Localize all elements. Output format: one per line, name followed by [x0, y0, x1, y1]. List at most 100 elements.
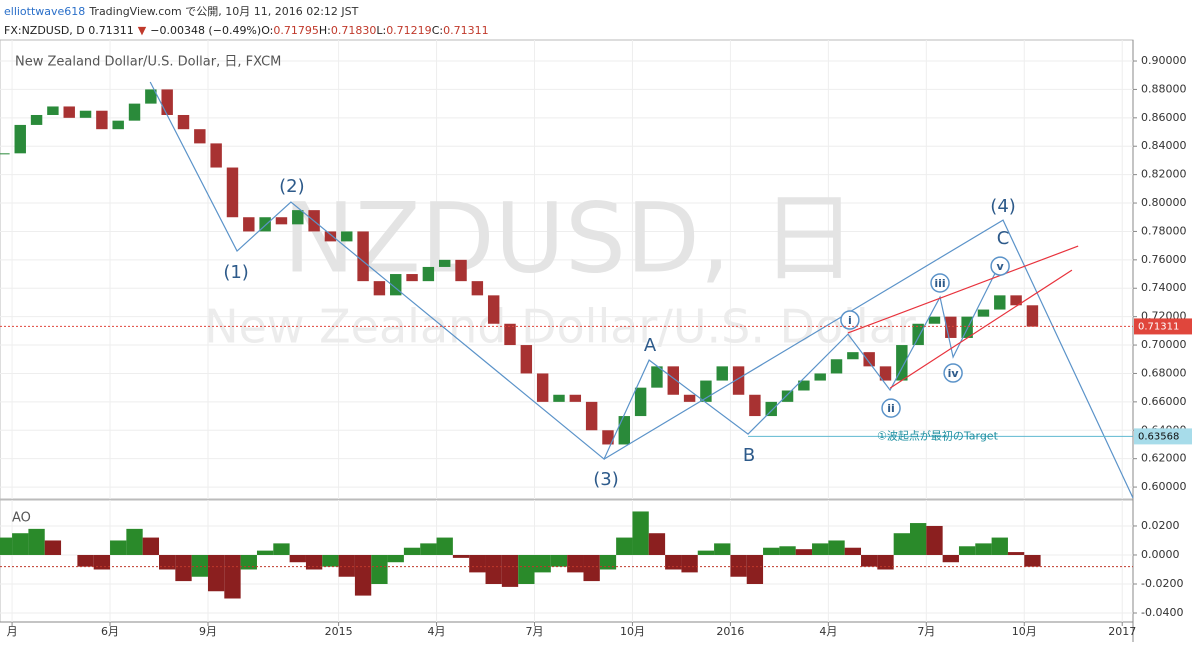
candle [145, 89, 157, 104]
ao-bar [354, 554, 372, 596]
y-tick-label: 0.60000 [1141, 480, 1187, 493]
x-tick-label: 2015 [325, 625, 353, 638]
candle [341, 231, 353, 242]
ao-bar [191, 554, 208, 577]
ao-bar [126, 528, 143, 555]
quote-part: O: [261, 24, 273, 37]
published: TradingView.com で公開, 10月 11, 2016 02:12 … [88, 5, 358, 18]
wave-label: ii [887, 402, 895, 415]
ao-bar [714, 543, 731, 555]
candle [667, 366, 679, 395]
ao-bar [142, 537, 160, 555]
candle [1010, 295, 1022, 306]
x-tick-label: 2017 [1108, 625, 1136, 638]
candle [863, 352, 875, 367]
candle [79, 110, 92, 118]
ao-bar [403, 547, 421, 555]
candle [210, 143, 222, 168]
candle [1026, 305, 1039, 327]
quote-line: FX:NZDUSD, D 0.71311 ▼ −0.00348 (−0.49%)O:… [4, 24, 489, 37]
ao-bar [697, 550, 715, 555]
candle [879, 366, 892, 381]
wave-circle [930, 273, 950, 293]
candle [14, 124, 26, 154]
candle [830, 359, 843, 374]
candle [373, 281, 386, 296]
candle [259, 217, 271, 232]
quote-part: 0.71795 [273, 24, 319, 37]
candle [798, 380, 810, 391]
quote-part: ▼ [138, 24, 147, 37]
x-tick-label: 7月 [526, 625, 544, 638]
candle [226, 167, 239, 218]
candle [161, 89, 173, 115]
ao-bar [909, 523, 927, 555]
candle [455, 259, 467, 282]
last-price: 0.71311 [1138, 321, 1179, 332]
ao-bar [501, 554, 519, 587]
ao-bar [207, 554, 225, 592]
candle [96, 110, 108, 130]
candle [243, 217, 255, 232]
wave-label: B [743, 445, 755, 466]
ao-bar [763, 547, 780, 555]
ao-bar [1024, 554, 1041, 567]
y-tick-label: 0.70000 [1141, 338, 1187, 351]
header-line: elliottwave618 TradingView.com で公開, 10月 1… [4, 5, 359, 18]
candle [700, 380, 712, 402]
candle [765, 401, 777, 417]
author[interactable]: elliottwave618 [4, 5, 85, 18]
ao-bar [452, 554, 470, 558]
ao-bar [371, 554, 388, 584]
candle [618, 416, 631, 445]
quote-part: −0.00348 (−0.49%) [150, 24, 261, 37]
candle [651, 366, 663, 388]
candle [896, 345, 908, 381]
wave-circle [943, 363, 963, 383]
y-tick-label: 0.86000 [1141, 111, 1187, 124]
watermark: NZDUSD, 日 [283, 182, 857, 294]
ao-bar [224, 554, 241, 599]
y-tick-label: 0.76000 [1141, 253, 1187, 266]
candle [994, 295, 1006, 310]
candle [128, 103, 141, 121]
ao-bar [599, 554, 617, 570]
candle [504, 323, 516, 346]
y-tick-label: -0.0200 [1141, 577, 1183, 590]
ao-bar [550, 554, 568, 567]
candle [390, 274, 402, 296]
wave-label: (4) [990, 196, 1016, 217]
y-tick-label: 0.66000 [1141, 395, 1187, 408]
ao-bar [485, 554, 502, 584]
target-text: ①波起点が最初のTarget [877, 428, 999, 442]
y-tick-label: 0.88000 [1141, 82, 1187, 95]
quote-part: 0.71311 [443, 24, 489, 37]
ao-bar [779, 546, 796, 555]
quote-part: 0.71830 [331, 24, 377, 37]
ao-bar [665, 554, 682, 570]
ao-bar [926, 525, 943, 555]
ao-bar [975, 543, 992, 555]
candle [732, 366, 745, 395]
y-tick-label: 0.74000 [1141, 281, 1187, 294]
candle [634, 387, 647, 417]
candle [536, 373, 549, 402]
y-tick-label: 0.84000 [1141, 139, 1187, 152]
y-tick-label: 0.62000 [1141, 452, 1187, 465]
wave-circle [990, 256, 1010, 276]
price-box [1134, 318, 1192, 335]
y-tick-label: 0.78000 [1141, 224, 1187, 237]
ao-bar [175, 554, 192, 582]
ao-bar [77, 554, 94, 567]
candle [847, 352, 859, 360]
wave-line [149, 81, 1001, 461]
ao-bar [991, 537, 1008, 555]
wave-label: (2) [279, 176, 305, 197]
candle [177, 114, 190, 130]
wave-label: i [848, 314, 852, 327]
wave-circle [840, 310, 860, 330]
ao-bar [289, 554, 306, 563]
x-tick-label: 4月 [428, 625, 446, 638]
ao-bar [338, 554, 355, 577]
